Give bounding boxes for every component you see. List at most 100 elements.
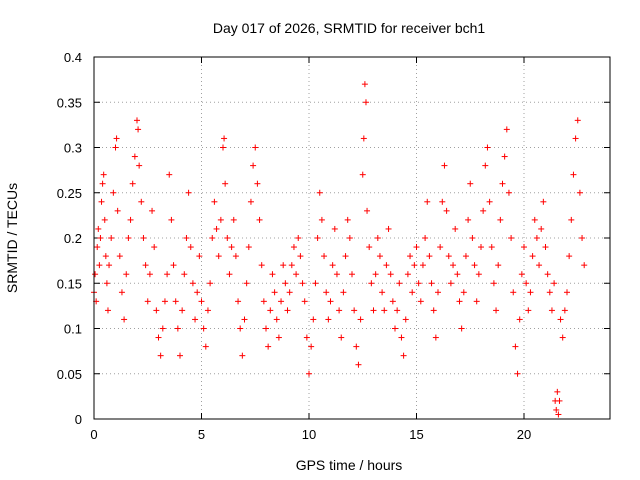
data-point	[424, 198, 431, 205]
data-point	[523, 280, 530, 287]
data-point	[361, 81, 368, 88]
y-axis-label: SRMTID / TECUs	[4, 183, 20, 293]
data-point	[415, 280, 422, 287]
x-tick-label: 0	[90, 427, 97, 442]
data-point	[125, 235, 132, 241]
data-point	[570, 171, 577, 178]
data-point	[419, 262, 426, 269]
data-point	[189, 280, 196, 287]
data-point	[566, 253, 573, 260]
data-point	[269, 271, 276, 278]
data-point	[284, 307, 291, 314]
data-point	[99, 180, 106, 187]
y-tick-label: 0.05	[57, 367, 82, 382]
data-point	[366, 244, 373, 251]
data-point	[282, 280, 289, 287]
data-point	[478, 244, 484, 251]
chart-title: Day 017 of 2026, SRMTID for receiver bch…	[213, 20, 486, 36]
data-point	[134, 117, 140, 124]
data-point	[400, 352, 407, 359]
data-point	[224, 235, 231, 241]
data-point	[217, 216, 224, 223]
data-point	[452, 225, 459, 232]
data-point	[329, 262, 336, 269]
data-point	[495, 262, 502, 269]
data-point	[220, 144, 226, 151]
x-tick-label: 10	[302, 427, 316, 442]
data-point	[202, 343, 209, 350]
data-point	[340, 289, 347, 296]
y-tick-label: 0.4	[64, 50, 82, 65]
data-point	[116, 253, 123, 260]
data-point	[140, 235, 147, 241]
data-point	[402, 316, 409, 323]
data-point	[581, 262, 588, 269]
data-point	[379, 289, 386, 296]
data-point	[118, 289, 125, 296]
data-point	[376, 253, 383, 260]
data-point	[417, 298, 424, 305]
data-point	[308, 343, 315, 350]
data-points	[91, 81, 588, 418]
data-point	[267, 307, 274, 314]
data-point	[372, 271, 379, 278]
data-point	[396, 280, 403, 287]
data-point	[101, 216, 108, 223]
data-point	[490, 280, 497, 287]
grid-lines	[94, 57, 610, 419]
data-point	[458, 325, 465, 332]
data-point	[288, 262, 295, 269]
data-point	[351, 307, 358, 314]
data-point	[362, 99, 369, 106]
data-point	[102, 253, 109, 260]
data-point	[135, 126, 142, 133]
data-point	[538, 225, 545, 232]
data-point	[95, 225, 102, 232]
data-point	[94, 244, 101, 251]
data-point	[213, 225, 220, 232]
data-point	[194, 289, 201, 296]
data-point	[456, 298, 463, 305]
data-point	[222, 180, 229, 187]
data-point	[426, 253, 433, 260]
data-point	[247, 198, 254, 205]
data-point	[441, 162, 448, 169]
data-point	[159, 325, 166, 332]
data-point	[359, 171, 366, 178]
data-point	[542, 244, 549, 251]
data-point	[280, 262, 287, 269]
data-point	[346, 235, 353, 241]
data-point	[353, 343, 360, 350]
data-point	[293, 271, 300, 278]
y-tick-labels: 0 0.05 0.1 0.15 0.2 0.25 0.3 0.35 0.4	[57, 50, 82, 427]
data-point	[278, 298, 285, 305]
data-point	[460, 289, 467, 296]
data-point	[467, 180, 474, 187]
data-point	[327, 298, 334, 305]
data-point	[157, 352, 164, 359]
data-point	[572, 135, 579, 142]
data-point	[553, 406, 560, 413]
data-point	[265, 343, 272, 350]
data-point	[161, 298, 168, 305]
data-point	[533, 235, 540, 241]
data-point	[527, 289, 534, 296]
data-point	[314, 235, 321, 241]
data-point	[540, 198, 547, 205]
data-point	[273, 316, 280, 323]
data-point	[100, 171, 107, 178]
data-point	[392, 325, 398, 332]
data-point	[97, 235, 104, 241]
data-point	[250, 162, 257, 169]
data-point	[462, 253, 469, 260]
data-point	[482, 162, 489, 169]
y-tick-label: 0.3	[64, 141, 82, 156]
data-point	[398, 334, 405, 341]
data-point	[516, 316, 523, 323]
data-point	[531, 216, 538, 223]
data-point	[503, 126, 510, 133]
data-point	[536, 262, 543, 269]
data-point	[239, 352, 246, 359]
data-point	[321, 253, 328, 260]
